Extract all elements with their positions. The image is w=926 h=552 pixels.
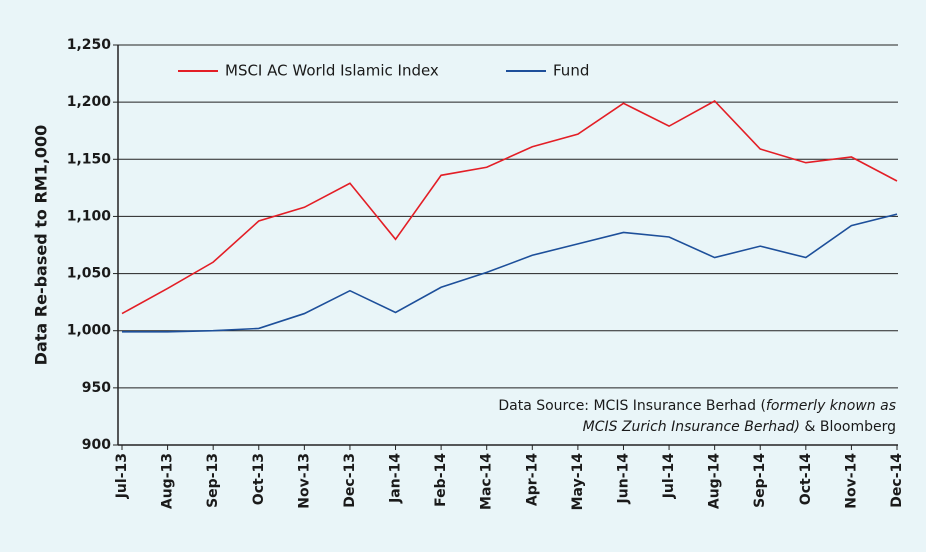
line-series — [122, 213, 898, 333]
annotation: Data Source: MCIS Insurance Berhad (form… — [498, 398, 896, 414]
y-tick-label: 1,200 — [67, 94, 112, 110]
legend-label: Fund — [553, 62, 589, 80]
line-series — [121, 100, 898, 315]
x-tick-label: Jan-14 — [388, 453, 404, 504]
x-tick-label: Dec-14 — [889, 453, 905, 508]
x-tick-label: Jul-13 — [114, 453, 130, 499]
x-tick-label: Sep-14 — [752, 453, 768, 508]
x-tick-label: Mac-14 — [479, 453, 495, 510]
x-tick-label: Jul-14 — [661, 453, 677, 500]
annotation-part: formerly known as — [766, 398, 896, 414]
x-tick-label: May-14 — [570, 453, 586, 511]
legend-label: MSCI AC World Islamic Index — [225, 62, 439, 80]
x-tick-label: Jun-14 — [615, 453, 631, 505]
x-tick-label: Aug-13 — [160, 453, 176, 509]
x-tick-label: Oct-13 — [251, 453, 267, 505]
y-tick-label: 1,100 — [67, 208, 112, 224]
y-tick-label: 900 — [82, 437, 111, 453]
y-tick-label: 950 — [82, 380, 111, 396]
x-tick-label: Feb-14 — [433, 453, 449, 507]
x-tick-label: Apr-14 — [524, 453, 540, 506]
x-tick-label: Oct-14 — [798, 453, 814, 505]
annotation-part: & Bloomberg — [800, 419, 896, 435]
annotation-part: MCIS Zurich Insurance Berhad) — [583, 419, 800, 435]
annotation: MCIS Zurich Insurance Berhad) & Bloomber… — [583, 419, 896, 435]
x-tick-label: Nov-13 — [296, 453, 312, 509]
y-tick-label: 1,000 — [67, 323, 112, 339]
y-tick-label: 1,050 — [67, 266, 112, 282]
x-tick-label: Sep-13 — [205, 453, 221, 508]
x-tick-label: Dec-13 — [342, 453, 358, 508]
y-tick-label: 1,250 — [67, 37, 112, 53]
annotation-part: Data Source: MCIS Insurance Berhad ( — [498, 398, 766, 414]
y-tick-label: 1,150 — [67, 151, 112, 167]
x-tick-label: Nov-14 — [843, 453, 859, 509]
y-axis-label: Data Re-based to RM1,000 — [32, 125, 51, 366]
x-tick-label: Aug-14 — [707, 453, 723, 509]
